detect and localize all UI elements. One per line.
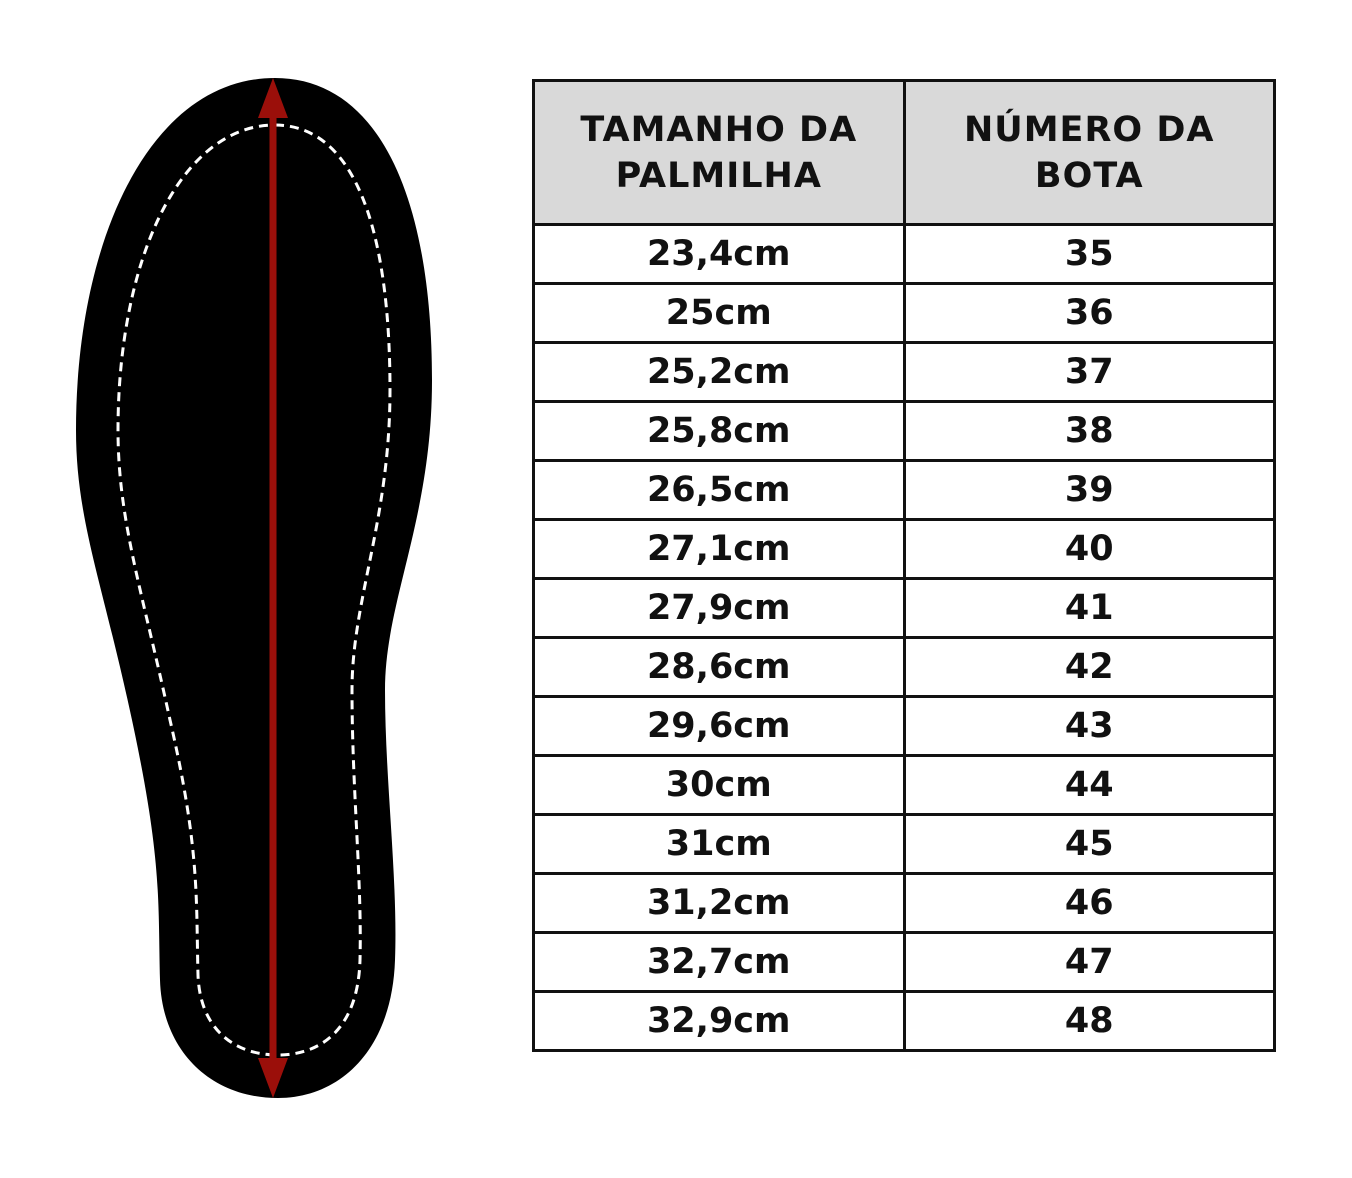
boot-number-cell: 39 [902, 459, 1276, 521]
insole-size-cell: 25,8cm [532, 400, 906, 462]
insole-size-cell: 31cm [532, 813, 906, 875]
table-row: 31cm 45 [532, 813, 1276, 875]
header-boot-number: NÚMERO DA BOTA [902, 79, 1276, 226]
boot-number-cell: 46 [902, 872, 1276, 934]
insole-size-cell: 23,4cm [532, 223, 906, 285]
table-row: 23,4cm 35 [532, 223, 1276, 285]
table-row: 25,8cm 38 [532, 400, 1276, 462]
boot-number-cell: 45 [902, 813, 1276, 875]
boot-number-cell: 44 [902, 754, 1276, 816]
insole-size-cell: 25cm [532, 282, 906, 344]
table-row: 27,1cm 40 [532, 518, 1276, 580]
table-row: 26,5cm 39 [532, 459, 1276, 521]
table-row: 27,9cm 41 [532, 577, 1276, 639]
boot-number-cell: 37 [902, 341, 1276, 403]
boot-number-cell: 40 [902, 518, 1276, 580]
insole-size-cell: 27,1cm [532, 518, 906, 580]
table-row: 25cm 36 [532, 282, 1276, 344]
insole-size-cell: 31,2cm [532, 872, 906, 934]
boot-number-cell: 35 [902, 223, 1276, 285]
insole-stitch-line [116, 123, 392, 1057]
boot-number-cell: 47 [902, 931, 1276, 993]
table-header-row: TAMANHO DA PALMILHA NÚMERO DA BOTA [532, 79, 1276, 226]
boot-number-cell: 42 [902, 636, 1276, 698]
table-row: 32,7cm 47 [532, 931, 1276, 993]
insole-size-cell: 29,6cm [532, 695, 906, 757]
boot-number-cell: 38 [902, 400, 1276, 462]
insole-shape [76, 78, 432, 1098]
table-row: 30cm 44 [532, 754, 1276, 816]
insole-size-cell: 28,6cm [532, 636, 906, 698]
size-table: TAMANHO DA PALMILHA NÚMERO DA BOTA 23,4c… [532, 79, 1276, 1052]
insole-size-cell: 32,9cm [532, 990, 906, 1052]
insole-size-cell: 26,5cm [532, 459, 906, 521]
insole-size-cell: 30cm [532, 754, 906, 816]
table-row: 29,6cm 43 [532, 695, 1276, 757]
header-insole-size: TAMANHO DA PALMILHA [532, 79, 906, 226]
boot-number-cell: 43 [902, 695, 1276, 757]
table-row: 31,2cm 46 [532, 872, 1276, 934]
length-arrow-icon [258, 78, 288, 1098]
insole-size-cell: 25,2cm [532, 341, 906, 403]
boot-number-cell: 48 [902, 990, 1276, 1052]
boot-number-cell: 41 [902, 577, 1276, 639]
table-row: 28,6cm 42 [532, 636, 1276, 698]
table-row: 25,2cm 37 [532, 341, 1276, 403]
insole-size-cell: 27,9cm [532, 577, 906, 639]
table-row: 32,9cm 48 [532, 990, 1276, 1052]
insole-size-cell: 32,7cm [532, 931, 906, 993]
insole-illustration [76, 78, 432, 1098]
boot-number-cell: 36 [902, 282, 1276, 344]
